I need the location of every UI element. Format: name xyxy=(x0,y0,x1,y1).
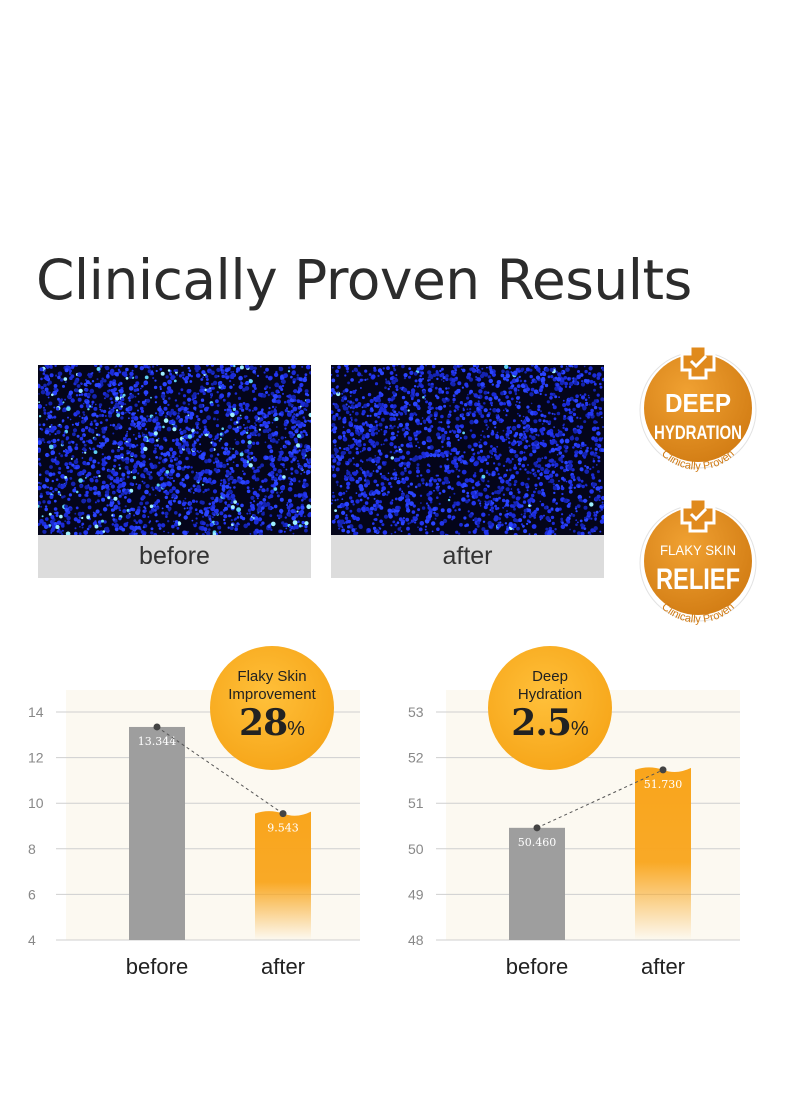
data-label: 13.344 xyxy=(138,735,177,748)
x-category-label: before xyxy=(506,954,568,979)
bubble-unit: % xyxy=(287,718,305,740)
trend-point xyxy=(533,824,541,832)
bar-before xyxy=(129,726,185,940)
micrograph-before-image xyxy=(38,365,311,535)
badge-disc xyxy=(644,354,752,462)
page-title: Clinically Proven Results xyxy=(36,248,692,312)
bubble-label-line: Improvement xyxy=(228,686,316,703)
micrograph-texture xyxy=(331,365,604,535)
bubble-label-line: Deep xyxy=(532,668,568,685)
y-tick-label: 53 xyxy=(408,704,424,720)
micrograph-before: before xyxy=(38,365,311,578)
bubble-value: 2.5 xyxy=(511,702,572,744)
bubble-label-line: Hydration xyxy=(517,686,583,703)
y-tick-label: 52 xyxy=(408,750,424,766)
bar-after xyxy=(255,811,311,940)
trend-line xyxy=(536,769,664,829)
x-category-label: before xyxy=(126,954,188,979)
y-tick-label: 49 xyxy=(408,886,424,902)
y-tick-label: 51 xyxy=(408,795,424,811)
flaky-skin-chart: 4 6 8 10 12 14 13.344 before 9.543 after xyxy=(28,690,360,979)
micrograph-after: after xyxy=(331,365,604,578)
micrograph-after-image xyxy=(331,365,604,535)
trend-point xyxy=(659,766,667,774)
y-tick-label: 10 xyxy=(28,795,44,811)
badge-line2: RELIEF xyxy=(656,563,740,596)
y-tick-label: 8 xyxy=(28,841,36,857)
y-tick-label: 50 xyxy=(408,841,424,857)
trend-point xyxy=(153,723,161,731)
data-label: 50.460 xyxy=(518,836,557,849)
check-icon xyxy=(689,507,708,522)
bubble-unit: % xyxy=(570,718,589,740)
deep-hydration-badge: DEEP HYDRATION Clinically Proven xyxy=(636,344,760,484)
trend-line xyxy=(156,726,284,815)
y-tick-label: 12 xyxy=(28,750,44,766)
badge-line1: DEEP xyxy=(665,388,731,418)
y-tick-label: 4 xyxy=(28,932,36,948)
y-tick-label: 14 xyxy=(28,704,44,720)
bar-after xyxy=(635,767,691,940)
flaky-skin-relief-badge: FLAKY SKIN RELIEF Clinically Proven xyxy=(636,497,760,637)
badge-disc xyxy=(644,507,752,615)
micrograph-after-caption: after xyxy=(331,535,604,578)
deep-hydration-bubble: Deep Hydration 2.5% xyxy=(488,646,612,770)
micrograph-before-caption: before xyxy=(38,535,311,578)
x-category-label: after xyxy=(261,954,305,979)
check-icon xyxy=(689,354,708,369)
flaky-skin-bubble: Flaky Skin Improvement 28% xyxy=(210,646,334,770)
bubble-label-line: Flaky Skin xyxy=(237,668,307,685)
x-category-label: after xyxy=(641,954,685,979)
badge-line2: HYDRATION xyxy=(654,423,742,444)
bubble-value: 28 xyxy=(239,702,288,744)
data-label: 9.543 xyxy=(267,822,299,835)
y-tick-label: 48 xyxy=(408,932,424,948)
y-tick-label: 6 xyxy=(28,886,36,902)
bar-before xyxy=(509,827,565,940)
badge-line1: FLAKY SKIN xyxy=(660,542,736,558)
data-label: 51.730 xyxy=(644,778,683,791)
micrograph-texture xyxy=(38,365,311,535)
trend-point xyxy=(279,810,287,818)
